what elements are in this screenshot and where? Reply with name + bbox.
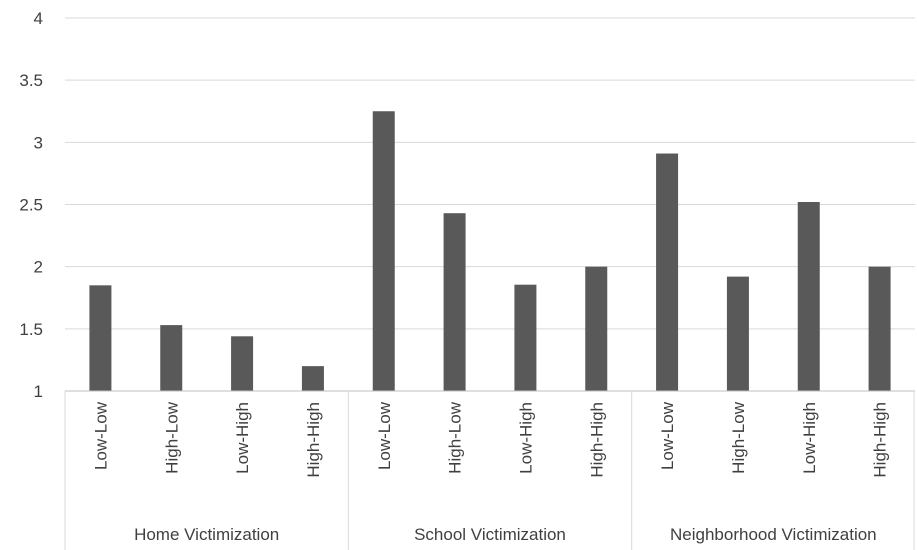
y-tick-label: 2 (34, 258, 43, 277)
y-tick-label: 2.5 (19, 196, 43, 215)
group-label: Home Victimization (134, 525, 279, 544)
bar (656, 153, 679, 391)
bar (797, 202, 820, 391)
bars (89, 111, 891, 391)
x-tick-label: Low-Low (375, 401, 394, 470)
bar (443, 213, 466, 391)
x-tick-label: High-Low (162, 401, 181, 474)
bar (868, 266, 891, 391)
y-tick-label: 3 (34, 133, 43, 152)
x-axis: Low-Low High-Low Low-High High-High Home Vic… (64, 390, 915, 550)
y-tick-label: 1.5 (19, 320, 43, 339)
y-axis: 1 1.5 2 2.5 3 3.5 4 (19, 9, 43, 401)
bar (89, 285, 112, 391)
x-tick-label: High-Low (446, 401, 465, 474)
x-tick-label: Low-High (800, 402, 819, 474)
group-label: School Victimization (414, 525, 566, 544)
x-tick-label: High-High (871, 402, 890, 478)
bar (585, 266, 608, 391)
x-tick-label: Low-High (233, 402, 252, 474)
x-tick-label: Low-Low (658, 401, 677, 470)
bar (231, 336, 254, 391)
bar (726, 276, 749, 391)
y-tick-label: 1 (34, 382, 43, 401)
bar (301, 366, 324, 391)
x-tick-label: Low-High (516, 402, 535, 474)
y-tick-label: 4 (34, 9, 43, 28)
group-label: Neighborhood Victimization (670, 525, 877, 544)
bar (372, 111, 395, 391)
gridlines (65, 17, 915, 330)
y-tick-label: 3.5 (19, 71, 43, 90)
bar (514, 284, 537, 391)
x-tick-label: High-Low (729, 401, 748, 474)
x-tick-label: High-High (304, 402, 323, 478)
x-tick-label: High-High (587, 402, 606, 478)
bar (160, 325, 183, 391)
x-tick-label: Low-Low (91, 401, 110, 470)
